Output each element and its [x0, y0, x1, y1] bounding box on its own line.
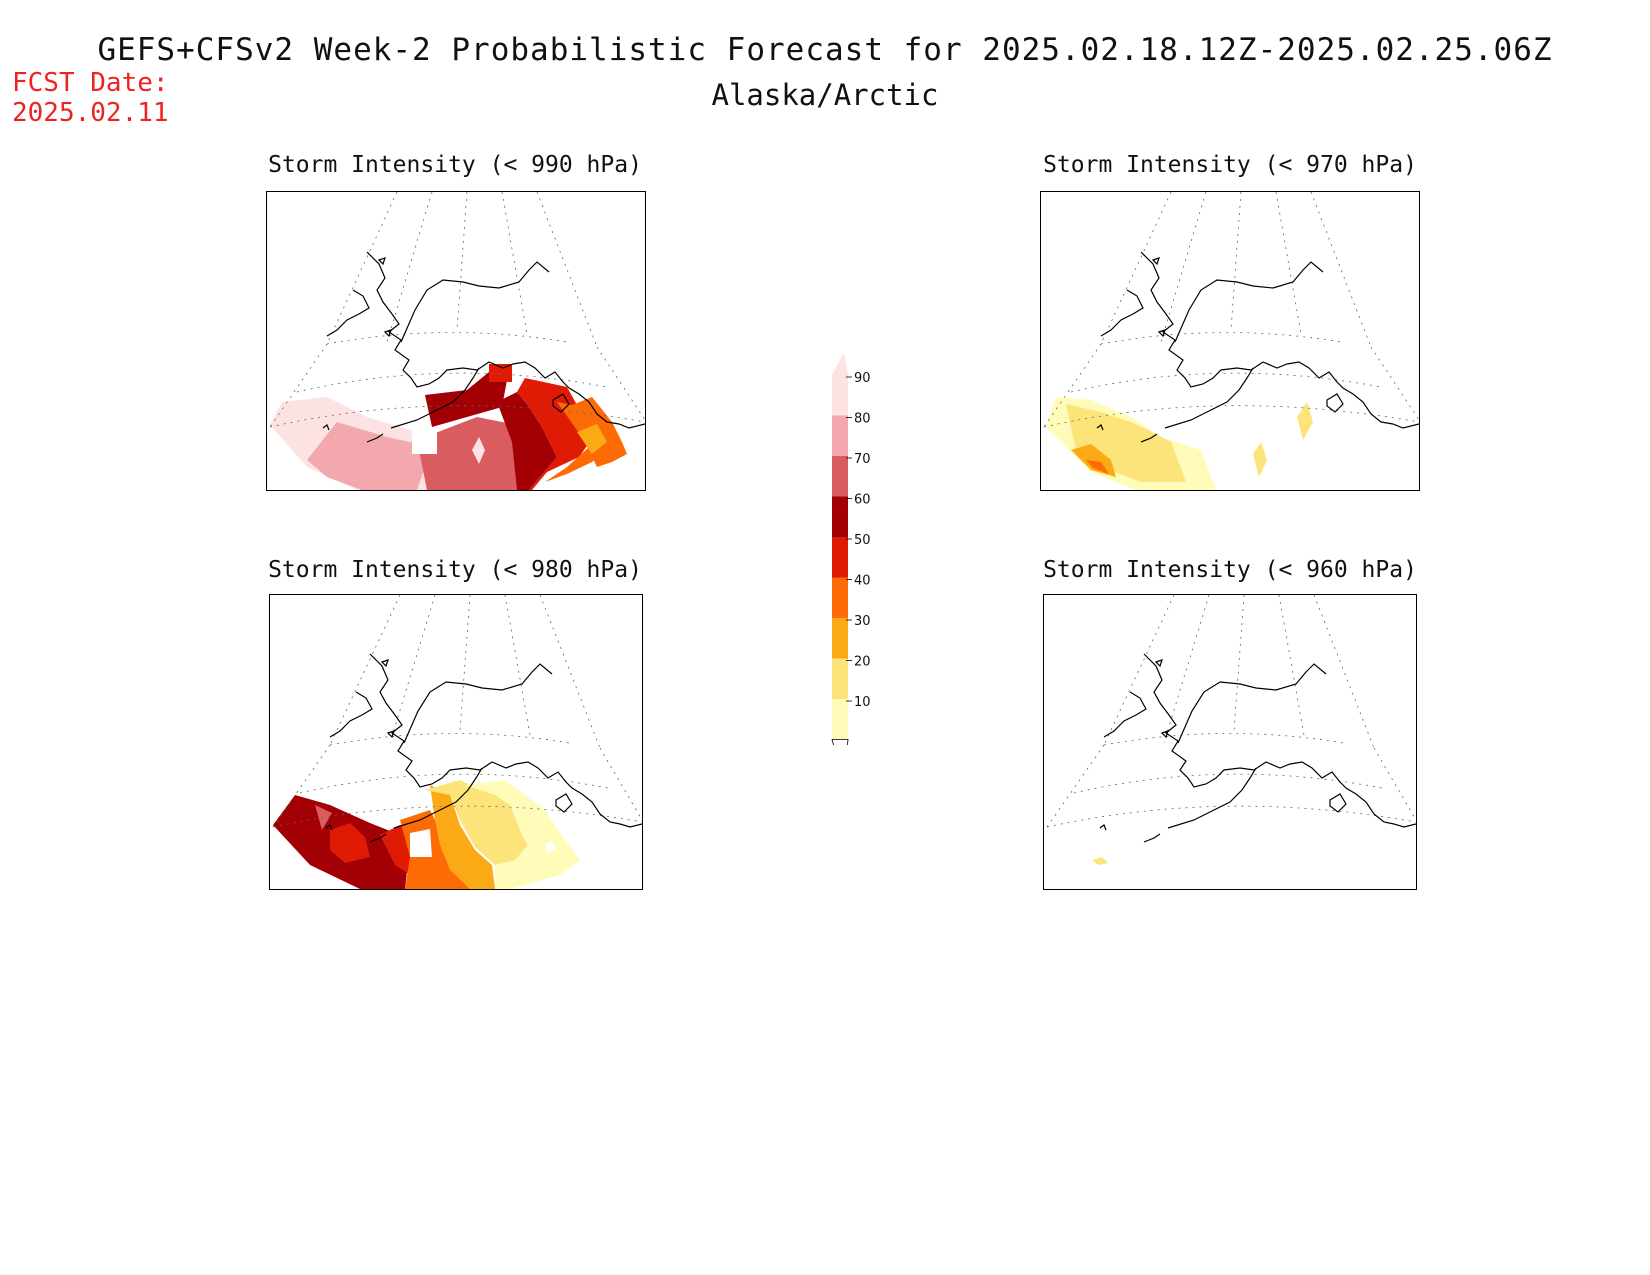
- coastline: [325, 653, 642, 843]
- prob-60-area: [330, 823, 370, 863]
- colorbar-swatch: [832, 699, 848, 740]
- map-panel-980: [269, 594, 643, 890]
- panel-title-980: Storm Intensity (< 980 hPa): [268, 557, 642, 583]
- colorbar-tick-label: 70: [854, 452, 871, 467]
- prob-70-area: [425, 372, 507, 427]
- graticule: [269, 192, 645, 428]
- colorbar-labels: 10 20 30 40 50 60 70 80 90: [846, 371, 871, 710]
- prob-20-area: [425, 780, 530, 870]
- page-title: GEFS+CFSv2 Week-2 Probabilistic Forecast…: [97, 32, 1553, 68]
- graticule: [1043, 192, 1419, 428]
- colorbar-top-arrow: [832, 353, 848, 375]
- colorbar-swatch: [832, 375, 848, 416]
- map-990: [269, 192, 645, 490]
- prob-40-area: [430, 785, 495, 889]
- prob-90-area: [472, 437, 485, 464]
- colorbar-swatch: [832, 496, 848, 537]
- map-panel-960: [1043, 594, 1417, 890]
- prob-20-area: [1253, 442, 1267, 477]
- prob-80-area: [417, 417, 525, 490]
- coastline: [322, 251, 645, 443]
- prob-80-area: [315, 805, 332, 830]
- colorbar-swatch: [832, 658, 848, 699]
- prob-40-area: [577, 424, 607, 454]
- prob-20-area: [1297, 402, 1313, 440]
- missing-data-area: [412, 427, 437, 454]
- prob-20-area: [1092, 857, 1108, 865]
- colorbar-swatches: [831, 353, 849, 745]
- prob-50-area: [400, 810, 480, 889]
- colorbar-legend: 10 20 30 40 50 60 70 80 90: [831, 353, 871, 745]
- colorbar-swatch: [832, 577, 848, 618]
- prob-80-area: [307, 422, 432, 490]
- prob-40-area: [1086, 460, 1109, 474]
- graticule: [272, 595, 642, 828]
- panel-title-960: Storm Intensity (< 960 hPa): [1043, 557, 1417, 583]
- map-panel-990: [266, 191, 646, 491]
- coastline: [1096, 251, 1419, 443]
- prob-60-area: [489, 364, 512, 382]
- panel-title-990: Storm Intensity (< 990 hPa): [268, 152, 642, 178]
- colorbar-swatch: [832, 415, 848, 456]
- missing-data-area: [545, 841, 556, 853]
- colorbar-swatch: [832, 456, 848, 497]
- forecast-date-label: FCST Date: 2025.02.11: [12, 68, 169, 128]
- colorbar-tick-label: 40: [854, 574, 871, 589]
- colorbar-swatch: [832, 537, 848, 578]
- map-980: [272, 595, 642, 889]
- panel-title-970: Storm Intensity (< 970 hPa): [1043, 152, 1417, 178]
- missing-data-area: [410, 829, 432, 857]
- colorbar-tick-label: 20: [854, 655, 871, 670]
- forecast-date-value: 2025.02.11: [12, 98, 169, 128]
- prob-70-area: [497, 392, 557, 490]
- colorbar-tick-label: 90: [854, 371, 871, 386]
- map-970: [1043, 192, 1419, 490]
- prob-10-area: [465, 780, 580, 889]
- colorbar-tick-label: 30: [854, 614, 871, 629]
- coastline: [1099, 653, 1416, 843]
- colorbar-tick-label: 50: [854, 533, 871, 548]
- colorbar-tick-label: 80: [854, 412, 871, 427]
- colorbar-bottom-arrow: [831, 739, 849, 745]
- map-panel-970: [1040, 191, 1420, 491]
- page-subtitle: Alaska/Arctic: [711, 78, 939, 112]
- colorbar-tick-label: 10: [854, 695, 871, 710]
- colorbar-tick-label: 60: [854, 493, 871, 508]
- graticule: [1046, 595, 1416, 828]
- forecast-date-caption: FCST Date:: [12, 68, 169, 98]
- map-960: [1046, 595, 1416, 865]
- colorbar-swatch: [832, 618, 848, 659]
